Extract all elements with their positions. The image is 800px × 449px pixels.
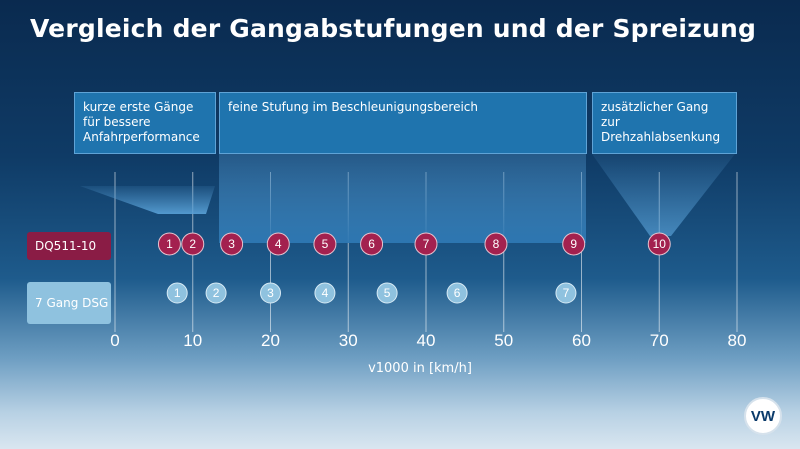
dq511-gear-marker: 5 bbox=[313, 232, 337, 256]
series-label-dq511-10: DQ511-10 bbox=[27, 232, 111, 260]
dsg-gear-marker: 6 bbox=[446, 282, 468, 304]
dsg-gear-number: 2 bbox=[213, 286, 220, 300]
dq511-gear-point bbox=[181, 232, 205, 256]
dsg-gear-number: 6 bbox=[454, 286, 461, 300]
dq511-gear-point bbox=[157, 232, 181, 256]
dq511-gear-number: 1 bbox=[166, 237, 173, 251]
dsg-gear-point bbox=[376, 282, 398, 304]
dq511-gear-marker: 9 bbox=[562, 232, 586, 256]
dq511-gear-point bbox=[360, 232, 384, 256]
dq511-gear-number: 7 bbox=[423, 237, 430, 251]
dq511-gear-point bbox=[414, 232, 438, 256]
x-tick-label: 70 bbox=[650, 331, 669, 350]
dq511-gear-point bbox=[313, 232, 337, 256]
beam-feine-stufung bbox=[219, 154, 586, 243]
dsg-gear-marker: 2 bbox=[205, 282, 227, 304]
dq511-gear-number: 5 bbox=[322, 237, 329, 251]
x-tick-label: 80 bbox=[728, 331, 747, 350]
dsg-gear-marker: 4 bbox=[314, 282, 336, 304]
dsg-gear-point bbox=[205, 282, 227, 304]
dq511-gear-marker: 7 bbox=[414, 232, 438, 256]
dq511-gear-marker: 6 bbox=[360, 232, 384, 256]
dsg-gear-point bbox=[314, 282, 336, 304]
annotation-beams bbox=[80, 154, 735, 243]
x-tick-label: 60 bbox=[572, 331, 591, 350]
annotation-kurze-gaenge: kurze erste Gänge für bessere Anfahrperf… bbox=[74, 92, 216, 154]
dsg-gear-number: 3 bbox=[267, 286, 274, 300]
x-tick-label: 0 bbox=[110, 331, 119, 350]
page-title: Vergleich der Gangabstufungen und der Sp… bbox=[30, 14, 757, 43]
dq511-gear-marker: 2 bbox=[181, 232, 205, 256]
dsg-gear-point bbox=[446, 282, 468, 304]
dsg-gear-point bbox=[555, 282, 577, 304]
dsg-gear-number: 4 bbox=[322, 286, 329, 300]
dsg-gear-point bbox=[260, 282, 281, 304]
beam-zusaetzlicher-gang bbox=[592, 154, 735, 236]
dq511-gear-marker: 8 bbox=[484, 232, 508, 256]
dsg-gear-marker: 1 bbox=[166, 282, 188, 304]
dq511-gear-marker: 1 bbox=[157, 232, 181, 256]
dq511-gear-marker: 10 bbox=[647, 232, 671, 256]
annotation-zusaetzlicher-gang: zusätzlicher Gang zur Drehzahlabsenkung bbox=[592, 92, 737, 154]
vw-logo-icon: VW bbox=[744, 397, 782, 435]
dq511-gear-number: 6 bbox=[368, 237, 375, 251]
dq511-gear-number: 9 bbox=[570, 237, 577, 251]
x-tick-label: 40 bbox=[417, 331, 436, 350]
x-tick-label: 20 bbox=[261, 331, 280, 350]
dq511-gear-number: 10 bbox=[653, 237, 667, 251]
dq511-gear-point bbox=[266, 232, 290, 256]
annotation-feine-stufung: feine Stufung im Beschleunigungsbereich bbox=[219, 92, 587, 154]
x-tick-label: 50 bbox=[494, 331, 513, 350]
dsg-gear-marker: 3 bbox=[260, 282, 281, 304]
dq511-gear-marker: 4 bbox=[266, 232, 290, 256]
dq511-gear-number: 3 bbox=[228, 237, 235, 251]
dsg-gear-number: 7 bbox=[563, 286, 570, 300]
dsg-gear-number: 5 bbox=[384, 286, 391, 300]
dq511-gear-point bbox=[220, 232, 244, 256]
x-tick-label: 30 bbox=[339, 331, 358, 350]
beam-kurze-gaenge bbox=[80, 186, 215, 214]
dq511-gear-point bbox=[562, 232, 586, 256]
dsg-gear-point bbox=[166, 282, 188, 304]
dsg-gear-number: 1 bbox=[174, 286, 181, 300]
dq511-gear-point bbox=[484, 232, 508, 256]
x-tick-label: 10 bbox=[183, 331, 202, 350]
dq511-gear-point bbox=[647, 232, 671, 256]
dq511-gear-marker: 3 bbox=[220, 232, 244, 256]
dsg-gear-marker: 5 bbox=[376, 282, 398, 304]
dq511-gear-number: 8 bbox=[493, 237, 500, 251]
x-axis-label: v1000 in [km/h] bbox=[368, 361, 472, 376]
series-label-7-gang-dsg: 7 Gang DSG bbox=[27, 282, 111, 324]
dq511-gear-number: 2 bbox=[189, 237, 196, 251]
dq511-gear-number: 4 bbox=[275, 237, 282, 251]
dsg-gear-marker: 7 bbox=[555, 282, 577, 304]
